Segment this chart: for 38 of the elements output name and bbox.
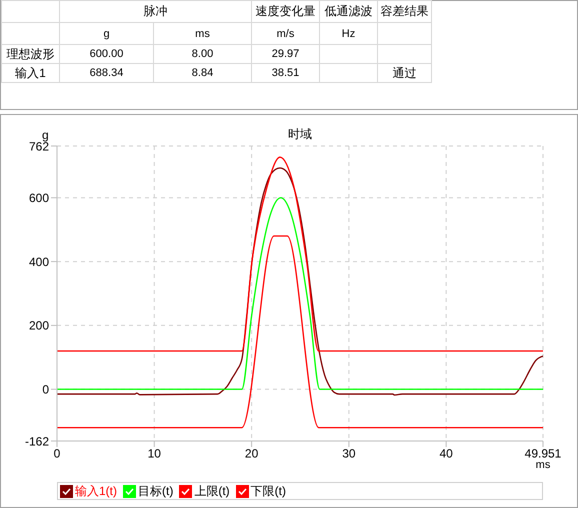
text: 8.00 [154, 44, 252, 64]
y-tick-label: 0 [42, 382, 50, 397]
text: 29.97 [252, 44, 320, 64]
text: 速度变化量 [252, 0, 320, 22]
x-tick-label: 30 [342, 446, 356, 461]
text: 低通滤波 [320, 0, 378, 22]
legend-label: 上限(t) [194, 482, 230, 500]
line-series [57, 167, 543, 396]
text: g [60, 22, 154, 44]
x-axis-title: ms [534, 459, 552, 471]
x-tick-label: 40 [440, 446, 454, 461]
text: 通过 [378, 64, 432, 82]
line-series [57, 197, 543, 390]
y-tick-label: 400 [28, 254, 50, 269]
legend-label: 下限(t) [250, 482, 286, 500]
text: 脉冲 [60, 0, 252, 22]
y-tick-label: -162 [24, 434, 50, 448]
text: 8.84 [154, 64, 252, 82]
chart-title: 时域 [287, 126, 313, 143]
text: ms [154, 22, 252, 44]
legend-label: 输入1(t) [75, 482, 117, 500]
text: 容差结果 [378, 0, 432, 22]
text: 688.34 [60, 64, 154, 82]
text: m/s [252, 22, 320, 44]
text: 输入1 [2, 64, 60, 82]
text: 38.51 [252, 64, 320, 82]
text: 理想波形 [2, 44, 60, 64]
line-series [57, 156, 543, 352]
legend-label: 目标(t) [138, 482, 174, 500]
x-tick-label: 49.951 [524, 446, 562, 461]
text: 600.00 [60, 44, 154, 64]
x-tick-label: 0 [54, 446, 61, 461]
text: Hz [320, 22, 378, 44]
y-tick-label: 200 [28, 318, 50, 333]
x-tick-label: 20 [244, 446, 259, 461]
x-tick-label: 10 [148, 446, 162, 461]
y-axis-title: g [42, 128, 49, 142]
y-tick-label: 600 [28, 190, 50, 205]
